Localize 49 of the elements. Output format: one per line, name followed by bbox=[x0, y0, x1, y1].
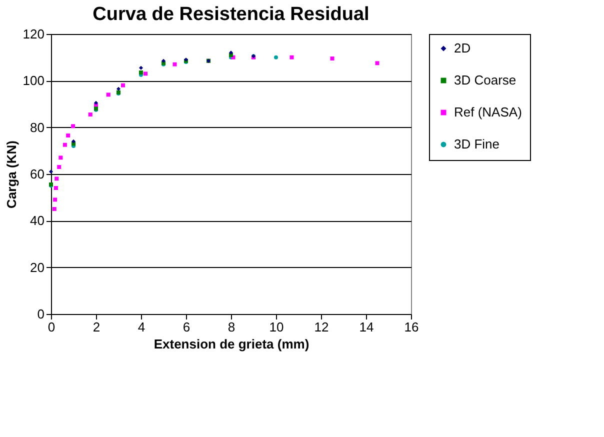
y-axis-title: Carga (KN) bbox=[4, 140, 19, 208]
point bbox=[54, 186, 58, 190]
point bbox=[290, 55, 294, 60]
point bbox=[71, 124, 76, 128]
y-tick-label: 100 bbox=[22, 73, 44, 88]
point bbox=[229, 50, 233, 55]
legend-label: 3D Coarse bbox=[454, 72, 516, 88]
point bbox=[106, 92, 110, 97]
x-tick-label: 2 bbox=[92, 320, 100, 334]
y-tick-label: 40 bbox=[30, 213, 44, 228]
legend-label: 2D bbox=[454, 40, 471, 56]
x-tick-label: 4 bbox=[138, 320, 146, 334]
y-tick-label: 60 bbox=[30, 166, 44, 182]
y-tick-label: 80 bbox=[30, 120, 44, 135]
point bbox=[94, 100, 98, 105]
point bbox=[139, 66, 143, 70]
x-axis-title: Extension de grieta (mm) bbox=[154, 336, 310, 352]
point bbox=[162, 58, 166, 63]
point bbox=[144, 72, 148, 76]
chart-title: Curva de Resistencia Residual bbox=[92, 4, 370, 25]
x-tick-label: 14 bbox=[359, 320, 374, 334]
point bbox=[66, 134, 70, 138]
point bbox=[62, 142, 67, 147]
x-tick-label: 0 bbox=[48, 320, 56, 334]
point bbox=[72, 139, 76, 144]
y-tick-label: 120 bbox=[22, 26, 44, 42]
point bbox=[57, 165, 62, 169]
legend-label: 3D Fine bbox=[454, 136, 500, 152]
point bbox=[52, 207, 56, 211]
point bbox=[49, 170, 53, 174]
x-tick-label: 12 bbox=[314, 320, 329, 334]
x-tick-label: 10 bbox=[269, 320, 284, 334]
point bbox=[88, 112, 92, 116]
y-tick-label: 20 bbox=[30, 260, 44, 275]
point bbox=[172, 62, 177, 66]
x-tick-label: 16 bbox=[404, 320, 419, 334]
x-tick-label: 8 bbox=[228, 320, 236, 334]
point bbox=[330, 56, 334, 60]
point bbox=[54, 176, 59, 181]
point bbox=[375, 61, 380, 66]
point bbox=[116, 86, 120, 91]
x-tick-label: 6 bbox=[182, 320, 190, 334]
point bbox=[139, 70, 143, 74]
point bbox=[58, 156, 63, 160]
legend-label: Ref (NASA) bbox=[454, 104, 522, 120]
point bbox=[274, 55, 278, 60]
y-tick-label: 0 bbox=[37, 306, 44, 322]
point bbox=[121, 83, 125, 88]
point bbox=[53, 198, 58, 202]
